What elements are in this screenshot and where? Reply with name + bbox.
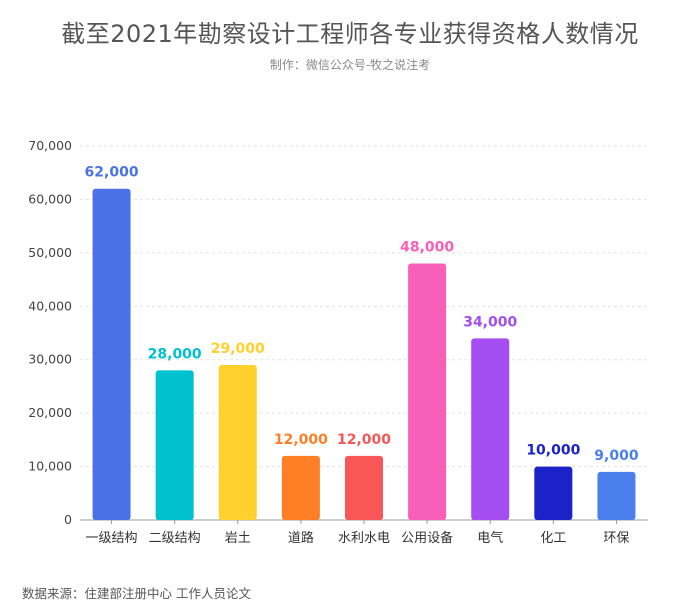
bar [471,338,510,520]
data-label: 48,000 [400,240,454,256]
data-label: 10,000 [526,443,580,459]
y-tick-label: 50,000 [28,245,72,260]
data-label: 28,000 [148,346,202,362]
y-tick-label: 70,000 [28,138,72,153]
bar [92,188,131,520]
x-tick-label: 道路 [288,530,314,546]
y-tick-label: 60,000 [28,191,72,206]
x-tick-label: 岩土 [225,531,251,546]
x-tick-label: 环保 [603,531,629,546]
y-tick-label: 20,000 [28,405,72,420]
data-label: 12,000 [274,432,328,448]
bar [408,263,447,520]
x-tick-label: 水利水电 [338,531,390,546]
x-tick-label: 公用设备 [401,530,453,546]
chart-title: 截至2021年勘察设计工程师各专业获得资格人数情况 [61,20,639,48]
x-tick-label: 电气 [477,530,503,546]
bar [345,455,383,520]
x-tick-label: 一级结构 [86,531,138,546]
data-label: 9,000 [594,448,639,464]
bar [218,365,257,520]
bar [534,466,573,520]
chart-subtitle: 制作：微信公众号-牧之说注考 [269,58,431,72]
y-tick-label: 10,000 [28,459,72,474]
data-label: 34,000 [463,314,517,330]
bar [155,370,194,520]
y-tick-label: 30,000 [28,352,72,367]
data-label: 62,000 [85,165,139,181]
data-label: 12,000 [337,432,391,448]
bar [281,455,320,520]
x-tick-label: 二级结构 [149,531,201,546]
y-tick-label: 0 [64,512,72,527]
data-label: 29,000 [211,341,265,357]
data-source-note: 数据来源：住建部注册中心 工作人员论文 [22,586,251,601]
bar [597,471,636,520]
x-tick-label: 化工 [540,531,566,546]
y-tick-label: 40,000 [28,298,72,313]
